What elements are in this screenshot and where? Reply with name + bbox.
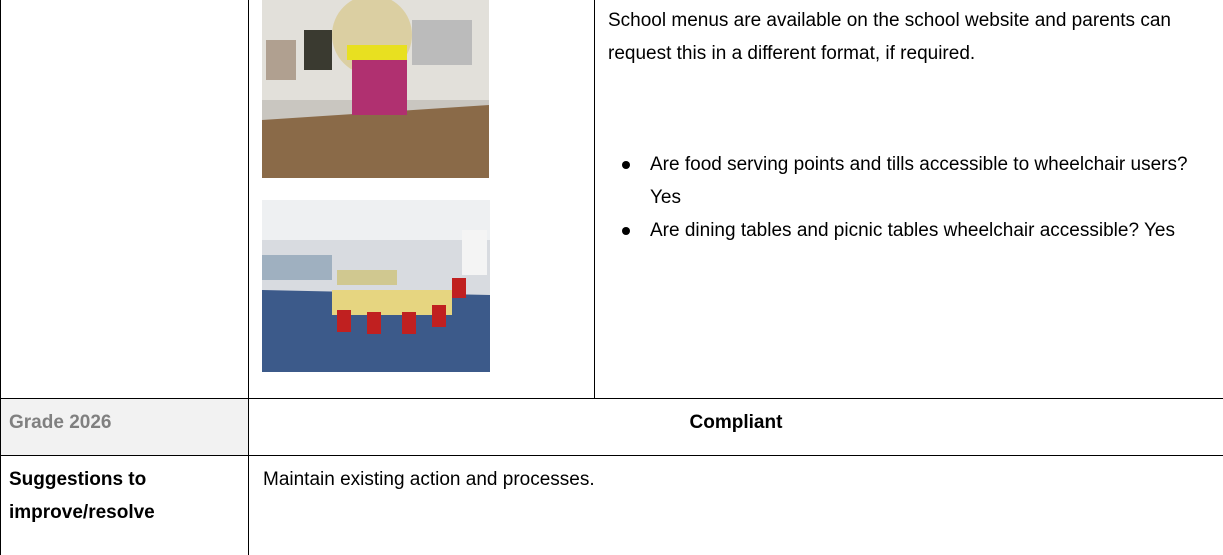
bullet-item: Are food serving points and tills access… [608, 148, 1213, 214]
grade-value: Compliant [689, 412, 783, 433]
border [0, 398, 1223, 399]
photo-serving-counter [262, 0, 489, 178]
bullet-item: Are dining tables and picnic tables whee… [608, 214, 1213, 247]
grade-cell [1, 399, 248, 455]
border [0, 455, 1223, 456]
photo-dining-hall [262, 200, 490, 372]
suggestions-label: Suggestions to improve/resolve [9, 469, 155, 523]
suggestions-value: Maintain existing action and processes. [263, 469, 595, 490]
border [0, 0, 1, 555]
border [594, 0, 595, 398]
menu-paragraph: School menus are available on the school… [608, 10, 1171, 64]
grade-label: Grade 2026 [9, 412, 112, 433]
border [248, 0, 249, 555]
bullet-list: Are food serving points and tills access… [608, 136, 1213, 247]
